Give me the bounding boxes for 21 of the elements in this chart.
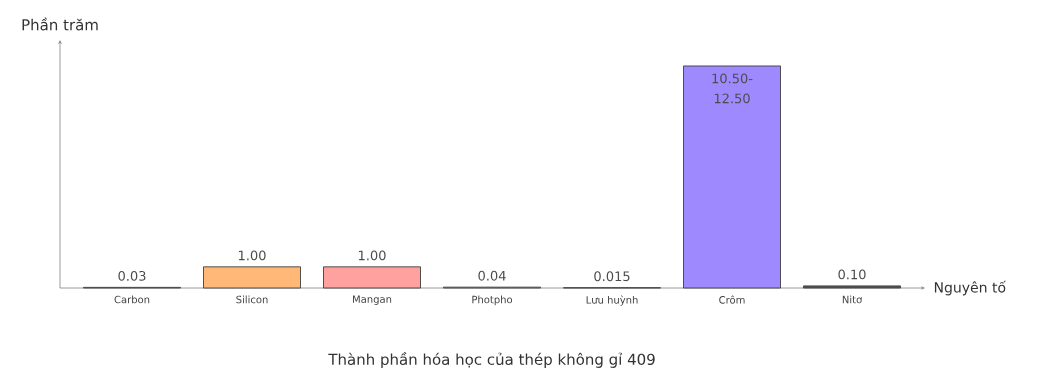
x-tick-label: Photpho — [472, 295, 513, 306]
x-axis-title: Nguyên tố — [934, 280, 1006, 296]
data-label: 10.50-12.50 — [712, 73, 753, 104]
data-label: 1.00 — [358, 250, 386, 261]
x-tick-label: Lưu huỳnh — [586, 295, 638, 306]
x-tick-label: Nitơ — [842, 295, 863, 304]
bar — [683, 65, 781, 289]
x-tick-label: Silicon — [236, 295, 268, 304]
x-tick-label: Mangan — [353, 295, 392, 305]
x-tick-label: Carbon — [114, 295, 150, 304]
bar — [323, 266, 421, 289]
x-tick-label: Crôm — [719, 295, 745, 304]
data-label: 0.03 — [118, 271, 146, 281]
bar — [803, 285, 901, 289]
data-label: 0.015 — [594, 271, 630, 282]
data-label: 0.10 — [838, 269, 866, 280]
data-label: 1.00 — [238, 250, 266, 261]
text: Thành phần hóa học của thép không gỉ 409 — [328, 352, 655, 368]
y-axis-title: Phần trăm — [22, 17, 98, 31]
bar — [203, 266, 301, 289]
data-label: 0.04 — [478, 270, 506, 281]
